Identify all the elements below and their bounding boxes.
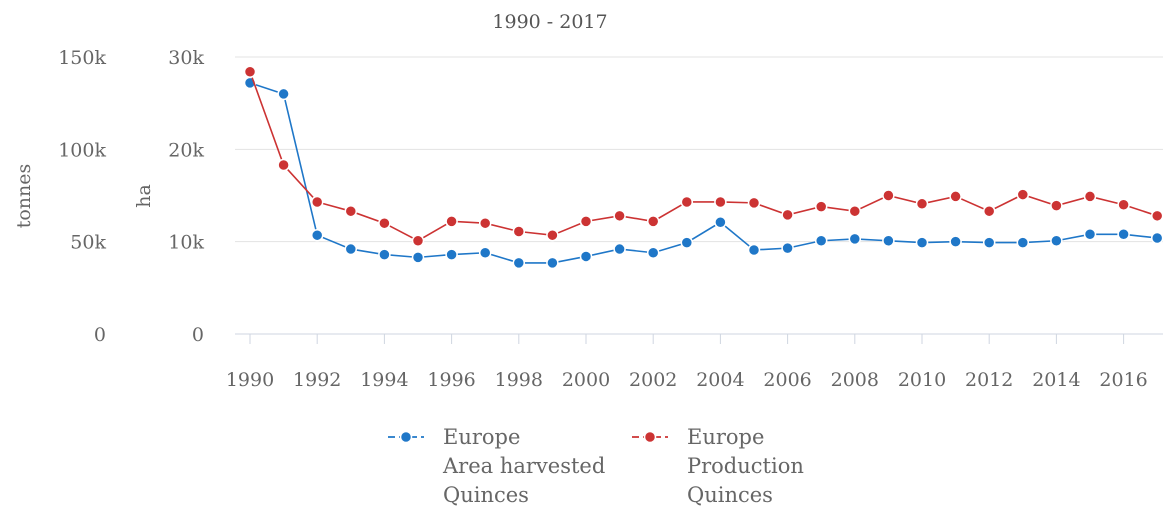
data-point-1[interactable] [1050,199,1063,212]
x-tick-label: 1992 [293,369,341,391]
grid-lines [235,56,1163,335]
left-tick-label: 150k [58,47,106,69]
legend-label-line: Area harvested [442,454,605,478]
left-tick-label: 50k [70,232,106,254]
right-axis-title: ha [133,184,155,208]
legend-label-line: Quinces [687,483,773,507]
legend-label-line: Quinces [443,483,529,507]
left-tick-label: 100k [58,139,106,161]
data-point-1[interactable] [310,195,324,209]
right-tick-label: 20k [168,139,204,161]
data-point-0[interactable] [310,228,324,242]
data-point-1[interactable] [579,215,593,228]
legend-marker-icon [643,430,657,444]
x-tick-label: 2002 [629,369,677,391]
data-point-1[interactable] [714,195,727,209]
legend-item-1[interactable]: Europe Production Quinces [632,425,804,507]
data-point-0[interactable] [848,232,862,246]
data-point-1[interactable] [378,216,391,230]
legend-marker-icon [399,430,413,444]
legend-label-line: Europe [443,425,520,449]
x-tick-label: 1996 [427,369,475,391]
data-point-1[interactable] [512,225,526,238]
data-point-0[interactable] [411,251,425,264]
data-point-1[interactable] [478,216,492,230]
legend-item-0[interactable]: Europe Area harvested Quinces [388,425,605,507]
data-point-0[interactable] [714,216,727,229]
data-point-1[interactable] [344,204,358,218]
x-tick-label: 2006 [763,369,811,391]
data-point-0[interactable] [378,248,391,261]
series-line-1 [249,71,1158,242]
data-point-0[interactable] [680,236,694,249]
data-point-0[interactable] [579,250,593,263]
series-line-0 [249,82,1158,264]
data-point-1[interactable] [1083,190,1097,203]
x-tick-label: 2012 [965,369,1013,391]
data-point-0[interactable] [478,246,492,259]
data-point-0[interactable] [613,242,626,256]
data-point-0[interactable] [1150,231,1164,245]
data-point-0[interactable] [1050,234,1063,247]
data-point-0[interactable] [445,248,458,261]
data-point-0[interactable] [512,256,526,270]
x-tick-label: 2014 [1032,369,1080,391]
right-tick-label: 10k [168,232,204,254]
data-point-1[interactable] [680,195,694,209]
left-axis-ticks: 0 50k 100k 150k [58,47,106,346]
data-point-0[interactable] [882,234,895,247]
left-tick-label: 0 [94,324,106,346]
data-point-0[interactable] [1016,236,1030,249]
data-point-1[interactable] [243,65,257,79]
data-point-1[interactable] [1150,209,1164,223]
data-point-0[interactable] [747,243,761,257]
data-point-1[interactable] [445,215,458,228]
data-point-0[interactable] [781,241,794,255]
data-point-1[interactable] [915,197,929,211]
data-point-0[interactable] [546,256,559,270]
x-tick-label: 1994 [360,369,408,391]
data-point-0[interactable] [277,87,290,101]
data-point-1[interactable] [411,234,425,247]
x-tick-label: 1990 [226,369,274,391]
x-tick-label: 2010 [898,369,946,391]
data-point-1[interactable] [781,208,794,222]
data-point-1[interactable] [949,190,962,203]
data-point-1[interactable] [882,189,895,202]
data-point-1[interactable] [747,196,761,210]
data-point-0[interactable] [1083,228,1097,241]
series-layer [243,65,1164,270]
data-point-1[interactable] [546,228,559,242]
data-point-1[interactable] [848,204,862,218]
legend[interactable]: Europe Area harvested Quinces Europe Product… [388,425,804,507]
right-axis-ticks: 0 10k 20k 30k [168,47,204,346]
data-point-0[interactable] [344,242,358,256]
x-axis: 1990 1992 1994 1996 1998 2000 2002 2004 2006 2008… [226,334,1148,391]
data-point-1[interactable] [814,200,828,213]
chart-subtitle: 1990 - 2017 [492,11,607,33]
data-point-0[interactable] [982,236,996,249]
left-axis-title: tonnes [13,164,35,229]
data-point-0[interactable] [1117,228,1130,241]
data-point-0[interactable] [915,236,929,249]
data-point-0[interactable] [814,234,828,247]
legend-label-line: Europe [687,425,764,449]
x-tick-label: 2004 [696,369,744,391]
data-point-1[interactable] [613,209,626,223]
legend-label-line: Production [687,454,804,478]
right-tick-label: 0 [192,324,204,346]
x-tick-label: 2008 [831,369,879,391]
data-point-0[interactable] [949,235,962,248]
data-point-1[interactable] [646,215,660,228]
data-point-0[interactable] [646,246,660,259]
x-tick-label: 1998 [495,369,543,391]
data-point-1[interactable] [1117,198,1130,211]
x-tick-label: 2016 [1099,369,1147,391]
data-point-1[interactable] [277,158,290,172]
x-tick-label: 2000 [562,369,610,391]
right-tick-label: 30k [168,47,204,69]
data-point-1[interactable] [982,204,996,218]
data-point-1[interactable] [1016,188,1030,201]
